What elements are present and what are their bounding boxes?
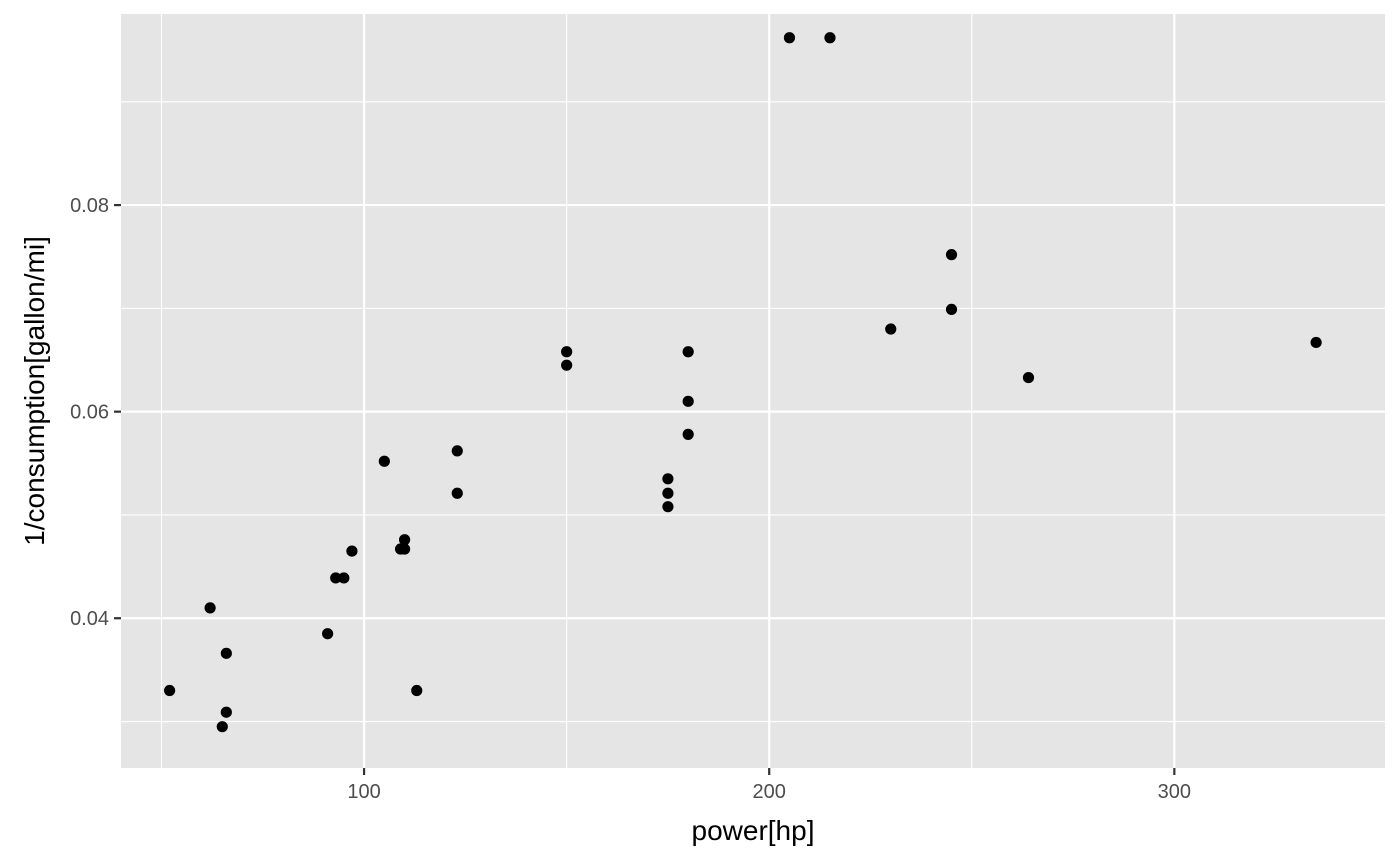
data-point: [662, 501, 674, 513]
data-point: [216, 721, 228, 733]
data-point: [561, 359, 573, 371]
data-point: [824, 32, 836, 44]
data-point: [682, 346, 694, 358]
data-points: [164, 32, 1322, 733]
data-point: [945, 249, 958, 261]
grid-lines: [121, 14, 1385, 768]
data-point: [220, 706, 232, 718]
data-point: [783, 32, 796, 44]
data-point: [662, 487, 674, 499]
data-point: [398, 534, 411, 546]
y-tick-labels: 0.04 0.06 0.08: [70, 195, 109, 630]
data-point: [322, 628, 334, 640]
y-tick-label: 0.06: [70, 402, 109, 424]
data-point: [451, 445, 463, 457]
x-tick-label: 200: [753, 781, 786, 803]
y-tick-label: 0.04: [70, 608, 109, 630]
data-point: [411, 684, 423, 697]
data-point: [220, 647, 232, 659]
data-point: [378, 455, 390, 467]
x-tick-label: 100: [347, 781, 380, 803]
data-point: [682, 428, 694, 440]
data-point: [451, 487, 463, 499]
data-point: [885, 323, 897, 335]
data-point: [1310, 336, 1322, 349]
y-tick-label: 0.08: [70, 195, 109, 217]
plot-panel: [121, 14, 1385, 768]
data-point: [338, 572, 350, 584]
data-point: [346, 545, 358, 557]
data-point: [164, 684, 176, 697]
axis-ticks: [114, 203, 1176, 775]
x-axis-title: power[hp]: [692, 815, 815, 846]
data-point: [1022, 371, 1035, 384]
x-tick-label: 300: [1158, 781, 1191, 803]
data-point: [561, 346, 573, 358]
data-point: [945, 303, 958, 316]
x-tick-labels: 100 200 300: [347, 781, 1191, 803]
data-point: [398, 543, 411, 555]
data-point: [662, 473, 674, 485]
data-point: [204, 602, 216, 614]
data-point: [682, 395, 694, 407]
data-point: [330, 572, 342, 584]
y-axis-title: 1/consumption[gallon/mi]: [19, 236, 50, 546]
